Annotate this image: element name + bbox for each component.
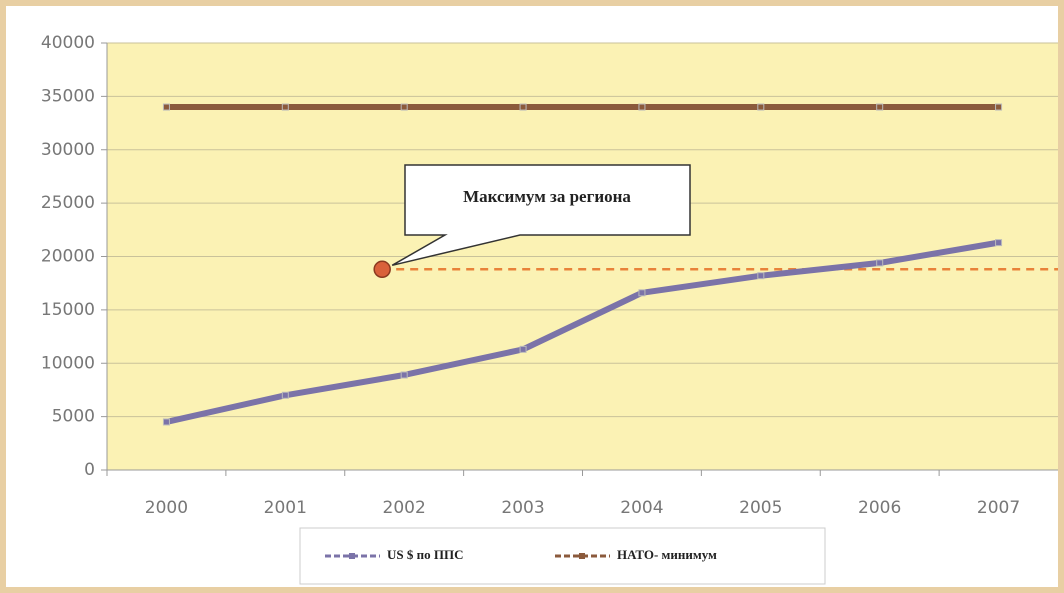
y-tick-label: 40000 xyxy=(41,33,95,53)
x-tick-label: 2007 xyxy=(977,498,1020,518)
point-marker xyxy=(876,259,884,267)
point-marker xyxy=(281,103,289,111)
point-marker xyxy=(638,289,646,297)
legend-label: US $ по ППС xyxy=(387,547,463,562)
y-tick-label: 25000 xyxy=(41,193,95,213)
y-tick-label: 5000 xyxy=(52,407,95,427)
x-tick-label: 2002 xyxy=(383,498,426,518)
x-tick-label: 2000 xyxy=(145,498,188,518)
y-tick-label: 20000 xyxy=(41,247,95,267)
annotation-text: Максимум за региона xyxy=(463,187,631,206)
y-tick-label: 15000 xyxy=(41,300,95,320)
point-marker xyxy=(519,103,527,111)
point-marker xyxy=(519,345,527,353)
x-tick-label: 2001 xyxy=(264,498,307,518)
x-tick-label: 2005 xyxy=(739,498,782,518)
point-marker xyxy=(400,371,408,379)
legend-label: НАТО- минимум xyxy=(617,547,717,562)
point-marker xyxy=(162,103,170,111)
reference-marker xyxy=(373,260,391,279)
y-tick-label: 10000 xyxy=(41,353,95,373)
point-marker xyxy=(281,391,289,399)
y-tick-label: 35000 xyxy=(41,86,95,106)
legend-box xyxy=(299,527,826,585)
y-tick-label: 0 xyxy=(84,460,95,480)
point-marker xyxy=(995,103,1003,111)
legend-marker xyxy=(349,553,355,559)
x-tick-label: 2006 xyxy=(858,498,901,518)
point-marker xyxy=(757,103,765,111)
point-marker xyxy=(995,239,1003,247)
point-marker xyxy=(876,103,884,111)
point-marker xyxy=(400,103,408,111)
legend-marker xyxy=(579,553,585,559)
x-tick-label: 2004 xyxy=(620,498,663,518)
point-marker xyxy=(757,272,765,280)
series-line xyxy=(165,239,1000,425)
callout xyxy=(391,164,691,267)
y-tick-label: 30000 xyxy=(41,140,95,160)
point-marker xyxy=(162,418,170,426)
point-marker xyxy=(638,103,646,111)
x-tick-label: 2003 xyxy=(501,498,544,518)
